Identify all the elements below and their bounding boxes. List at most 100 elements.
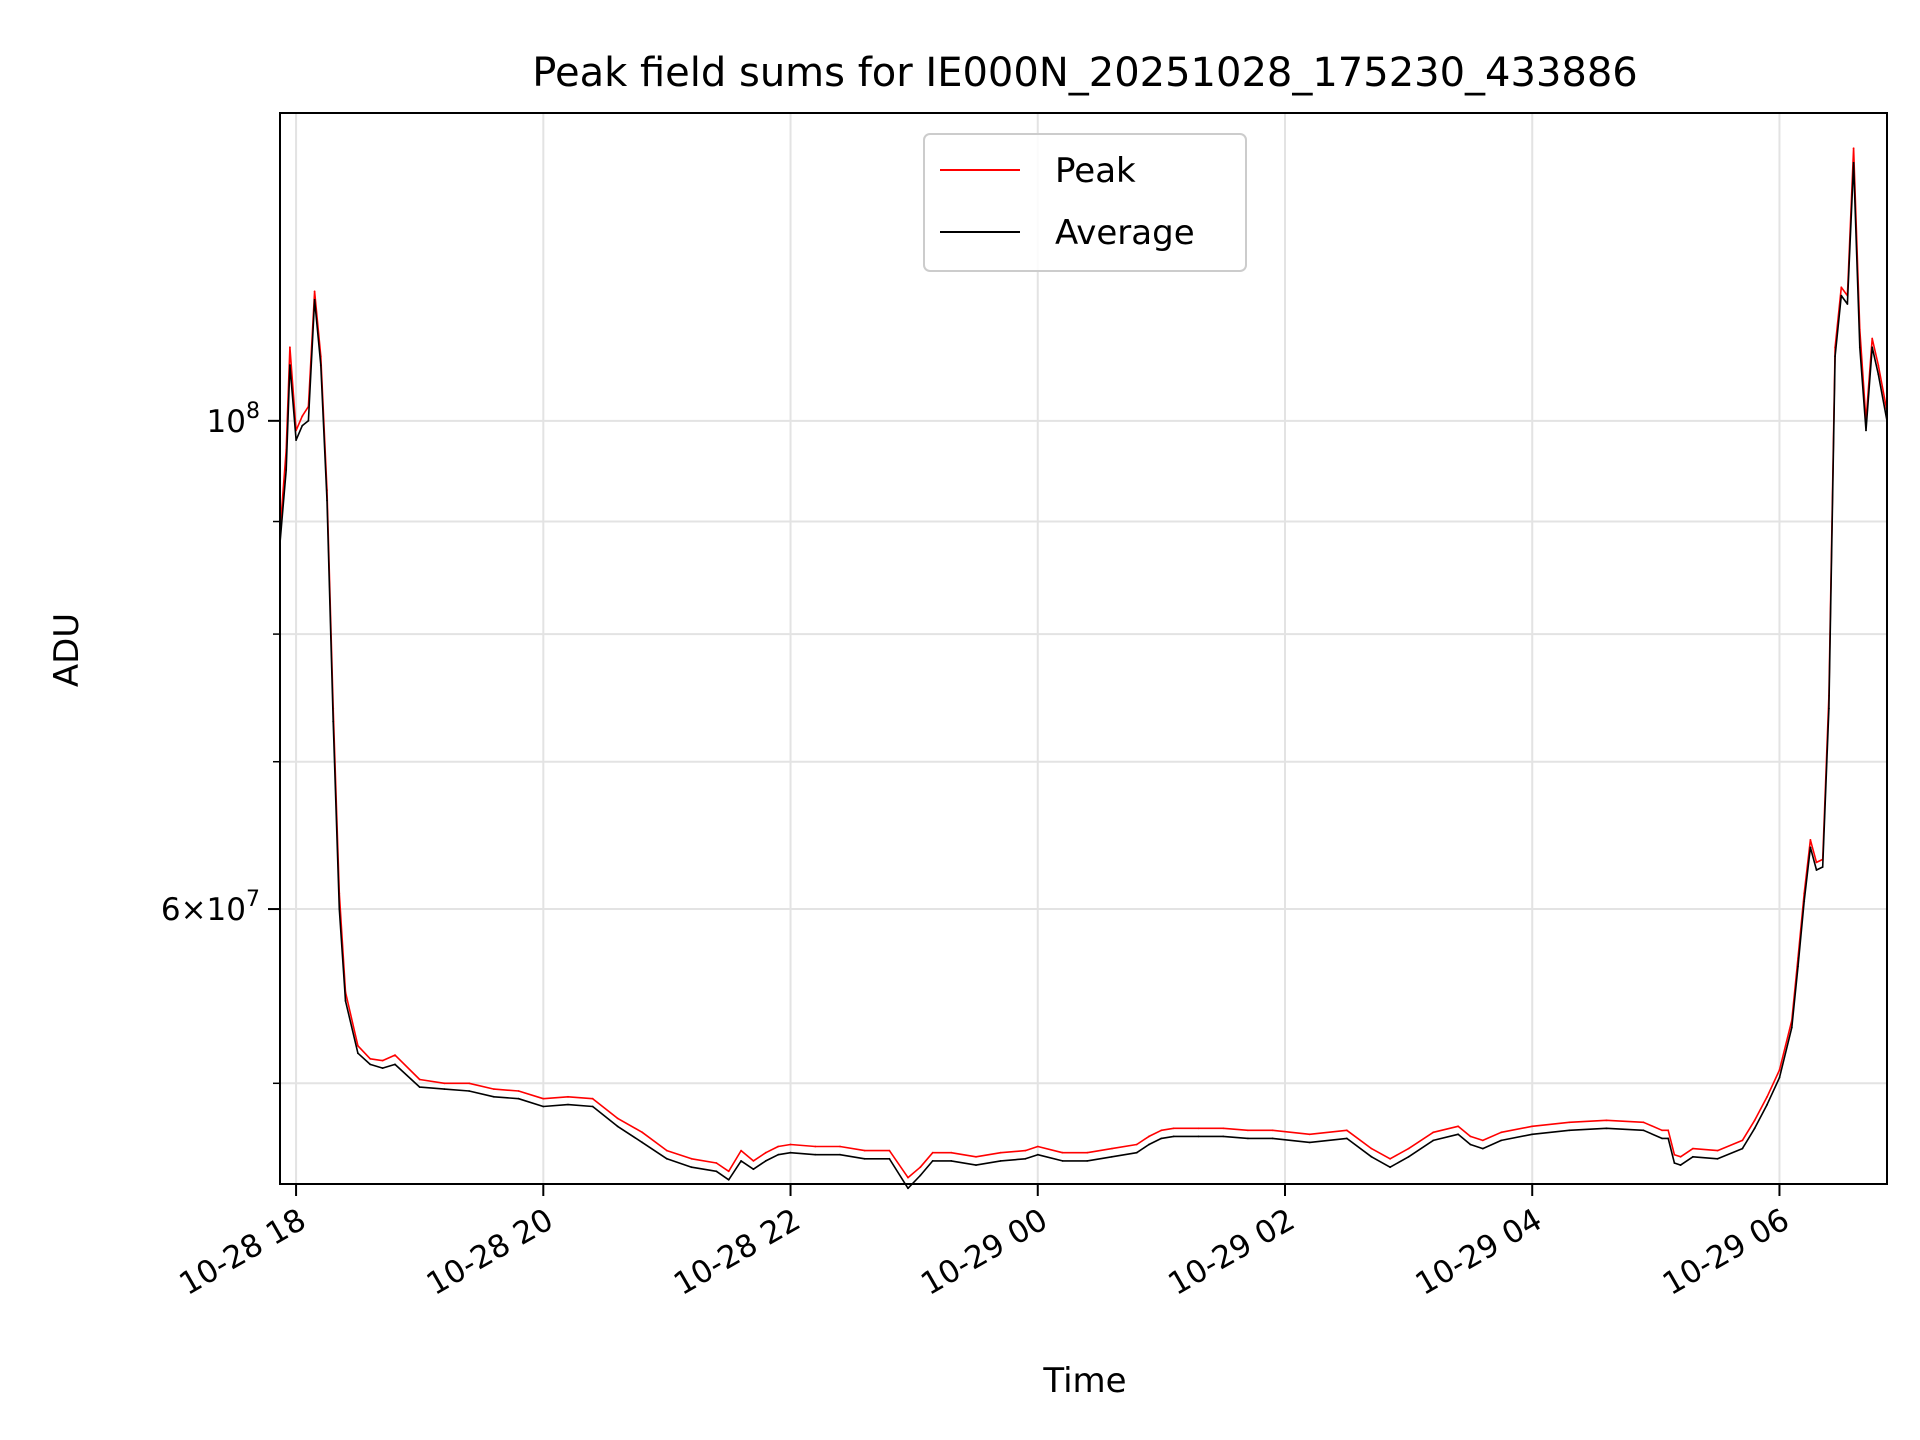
data-point-peak [289,346,291,349]
data-point-average [863,1157,866,1160]
data-point-average [1086,1160,1089,1162]
data-point-peak [1370,1147,1373,1150]
data-point-peak [357,1044,359,1047]
data-point-average [666,1157,668,1160]
data-point-average [1036,1153,1039,1156]
data-point-peak [1308,1133,1311,1136]
data-point-peak [1673,1153,1676,1156]
data-point-average [319,364,322,366]
data-point-peak [740,1149,742,1152]
legend-label-peak: Peak [1055,151,1136,191]
data-point-average [1871,346,1874,349]
data-point-peak [1500,1131,1503,1134]
data-point-peak [1840,286,1843,289]
data-point-peak [591,1097,594,1100]
data-point-average [616,1125,619,1128]
data-point-peak [616,1117,619,1120]
data-point-average [1370,1155,1373,1158]
data-point-peak [1741,1139,1744,1142]
data-point-average [641,1141,644,1144]
data-point-average [313,298,316,301]
data-point-average [1308,1141,1311,1144]
data-point-peak [1877,364,1880,366]
data-point-peak [1148,1135,1150,1138]
data-point-average [839,1153,841,1156]
data-point-peak [1457,1125,1459,1128]
data-point-peak [641,1131,644,1134]
data-point-peak [369,1057,372,1060]
legend-label-average: Average [1055,213,1195,253]
data-point-peak [950,1151,953,1154]
data-point-peak [727,1170,730,1173]
data-point-peak [839,1145,841,1148]
data-point-peak [975,1155,977,1158]
data-point-average [727,1178,730,1181]
data-point-average [1389,1166,1391,1169]
data-point-average [289,364,291,366]
x-tick-label: 10-28 20 [421,1202,560,1303]
data-point-average [295,439,297,441]
data-point-average [1661,1137,1663,1140]
data-point-peak [1389,1157,1391,1160]
data-point-average [1500,1139,1503,1142]
data-point-average [1865,429,1867,432]
data-point-average [338,908,341,910]
data-point-average [1716,1157,1719,1160]
data-point-average [394,1063,396,1066]
data-point-peak [1271,1129,1274,1132]
data-point-average [1815,869,1818,871]
data-point-peak [1111,1147,1113,1150]
data-point-peak [381,1059,384,1062]
data-point-average [369,1063,372,1066]
data-point-average [357,1052,359,1055]
data-point-average [1809,846,1812,849]
data-point-peak [542,1097,545,1100]
data-point-average [1692,1155,1694,1158]
data-point-peak [1222,1127,1225,1130]
data-point-peak [1531,1125,1534,1128]
data-point-average [567,1103,569,1106]
data-point-average [1667,1137,1670,1140]
data-point-average [1834,355,1836,358]
data-point-peak [313,290,316,293]
data-point-average [381,1067,384,1069]
x-tick-label: 10-29 04 [1410,1202,1549,1303]
data-point-peak [907,1176,909,1179]
data-point-average [1797,965,1799,968]
x-tick-label: 10-28 22 [668,1202,807,1303]
data-point-average [1846,303,1849,305]
x-axis-title: Time [1042,1361,1126,1401]
data-point-average [332,720,335,723]
data-point-average [1852,161,1855,164]
data-point-peak [1605,1119,1608,1122]
data-point-average [1345,1137,1348,1140]
data-point-average [326,499,328,502]
data-point-peak [517,1090,520,1092]
series-line-peak [279,147,1888,1179]
y-tick-label: 6×107 [161,887,260,928]
data-point-peak [1766,1095,1768,1098]
data-point-average [1877,373,1880,376]
x-tick-label: 10-29 00 [915,1202,1054,1303]
x-tick-label: 10-28 18 [173,1202,312,1303]
data-point-average [493,1095,495,1098]
data-point-peak [1469,1135,1472,1138]
data-point-average [542,1105,545,1108]
data-point-average [591,1105,594,1108]
data-point-peak [1061,1151,1064,1154]
data-point-average [1061,1160,1064,1162]
data-point-average [1148,1143,1150,1146]
data-point-peak [1160,1129,1163,1132]
data-point-peak [468,1082,470,1085]
data-point-average [1135,1151,1138,1154]
data-point-average [999,1160,1002,1162]
data-point-average [517,1097,520,1100]
data-point-peak [1716,1149,1719,1152]
data-point-average [418,1086,421,1088]
data-point-average [1679,1164,1682,1166]
data-point-peak [1172,1127,1175,1130]
data-point-average [1197,1135,1200,1138]
data-point-average [1605,1127,1608,1130]
data-point-average [1432,1139,1435,1142]
data-point-peak [1679,1155,1682,1158]
